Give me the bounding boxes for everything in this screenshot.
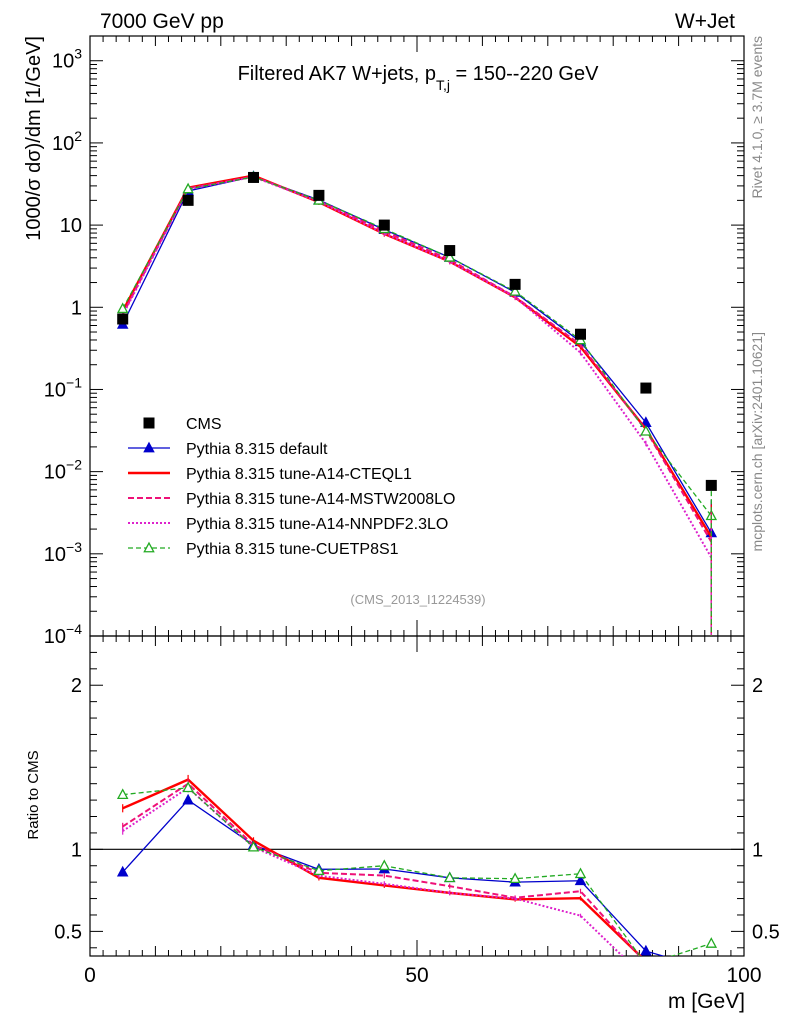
y-tick-label: 10−2 [44, 457, 82, 484]
ratio-line-4 [122, 787, 712, 956]
ratio-point [574, 867, 587, 879]
legend-marker [143, 417, 155, 429]
chart-title-main: Filtered AK7 W+jets, p [238, 63, 436, 85]
ratio-line-0 [122, 799, 666, 956]
data-point [182, 194, 194, 206]
y-tick-label: 10 [60, 215, 82, 237]
ratio-point [182, 793, 194, 805]
data-point [575, 328, 586, 340]
chart-title-rest: = 150--220 GeV [450, 63, 599, 85]
y-tick-label-exponent: 3 [74, 46, 82, 62]
legend-label: Pythia 8.315 tune-A14-NNPDF2.3LO [186, 516, 448, 533]
x-tick-label: 100 [726, 964, 761, 987]
y-tick-label-base: 10 [52, 51, 74, 73]
legend-label: Pythia 8.315 tune-A14-MSTW2008LO [186, 491, 455, 508]
legend: CMS Pythia 8.315 default Pythia 8.315 tune… [128, 416, 455, 558]
y-tick-label: 103 [52, 46, 82, 73]
ratio-point [116, 865, 129, 877]
data-point [182, 182, 194, 194]
chart-title: Filtered AK7 W+jets, pT,j = 150--220 GeV [238, 63, 600, 93]
y-tick-label-exponent: 2 [74, 128, 82, 144]
data-point [640, 382, 652, 394]
ratio-tick-label: 1 [71, 839, 82, 861]
ratio-point [640, 944, 652, 956]
ratio-point [182, 781, 194, 793]
ratio-tick-label-right: 1 [752, 839, 763, 861]
data-point [248, 171, 259, 183]
data-point [509, 278, 521, 290]
legend-label: Pythia 8.315 tune-A14-CTEQL1 [186, 466, 412, 483]
series-line-4 [122, 176, 712, 517]
y-tick-label-exponent: −1 [66, 374, 82, 390]
y-tick-label-exponent: −2 [66, 457, 82, 473]
ratio-point [313, 864, 325, 876]
y-tick-label-base: 10 [44, 544, 66, 566]
series-line-2 [121, 175, 713, 543]
ratio-layer [116, 774, 718, 974]
y-tick-label: 10−4 [44, 621, 82, 648]
ratio-point [641, 960, 650, 969]
y-tick-label-exponent: −3 [66, 539, 82, 555]
y-tick-label: 10−1 [44, 374, 82, 401]
y-tick-label-base: 10 [60, 215, 82, 237]
ratio-point [707, 965, 716, 974]
data-point [444, 245, 456, 257]
legend-label: Pythia 8.315 default [186, 441, 328, 458]
data-point [117, 313, 129, 325]
y-tick-label-exponent: −4 [66, 621, 82, 637]
y-tick-label-base: 1 [71, 297, 82, 319]
y-tick-label-base: 10 [44, 379, 66, 401]
x-axis-label: m [GeV] [668, 990, 745, 1013]
ratio-line-3 [122, 786, 624, 956]
legend-label: CMS [186, 416, 222, 433]
side-label-bottom: mcplots.cern.ch [arXiv:2401.10621] [749, 332, 765, 551]
data-point [116, 302, 129, 314]
data-point [640, 424, 652, 436]
y-tick-label: 102 [52, 128, 82, 155]
data-point [378, 219, 390, 231]
data-point [705, 479, 717, 491]
ratio-tick-label: 2 [71, 675, 82, 697]
ratio-line-2 [122, 782, 641, 956]
y-tick-label-base: 10 [44, 626, 66, 648]
y-axis-label: 1000/σ dσ)/dm [1/GeV] [23, 36, 45, 241]
x-tick-label: 50 [405, 964, 428, 987]
legend-marker [143, 441, 155, 453]
header-left: 7000 GeV pp [100, 10, 224, 33]
header-right: W+Jet [675, 10, 735, 33]
ratio-point [247, 840, 260, 852]
side-label-top: Rivet 4.1.0, ≥ 3.7M events [749, 36, 765, 199]
ratio-point [574, 874, 587, 886]
y-tick-label-base: 10 [52, 133, 74, 155]
data-point [509, 285, 521, 296]
y-tick-label: 10−3 [44, 539, 82, 566]
ratio-point [378, 859, 391, 871]
series-layer [116, 170, 718, 636]
legend-label: Pythia 8.315 tune-CUETP8S1 [186, 541, 399, 558]
watermark: (CMS_2013_I1224539) [350, 592, 485, 607]
legend-marker [143, 541, 155, 553]
y-tick-label: 1 [71, 297, 82, 319]
ratio-point [509, 872, 521, 884]
ratio-y-axis-label: Ratio to CMS [25, 750, 42, 839]
ratio-point [705, 937, 718, 948]
chart-title-sub: T,j [436, 77, 450, 93]
ratio-tick-label-right: 0.5 [752, 921, 780, 943]
data-point [443, 251, 456, 262]
ratio-point [443, 871, 456, 883]
ratio-tick-label: 0.5 [54, 921, 82, 943]
ratio-point [116, 788, 129, 799]
ratio-tick-label-right: 2 [752, 675, 763, 697]
x-tick-label: 0 [84, 964, 96, 987]
y-tick-label-base: 10 [44, 462, 66, 484]
data-point [313, 189, 325, 201]
